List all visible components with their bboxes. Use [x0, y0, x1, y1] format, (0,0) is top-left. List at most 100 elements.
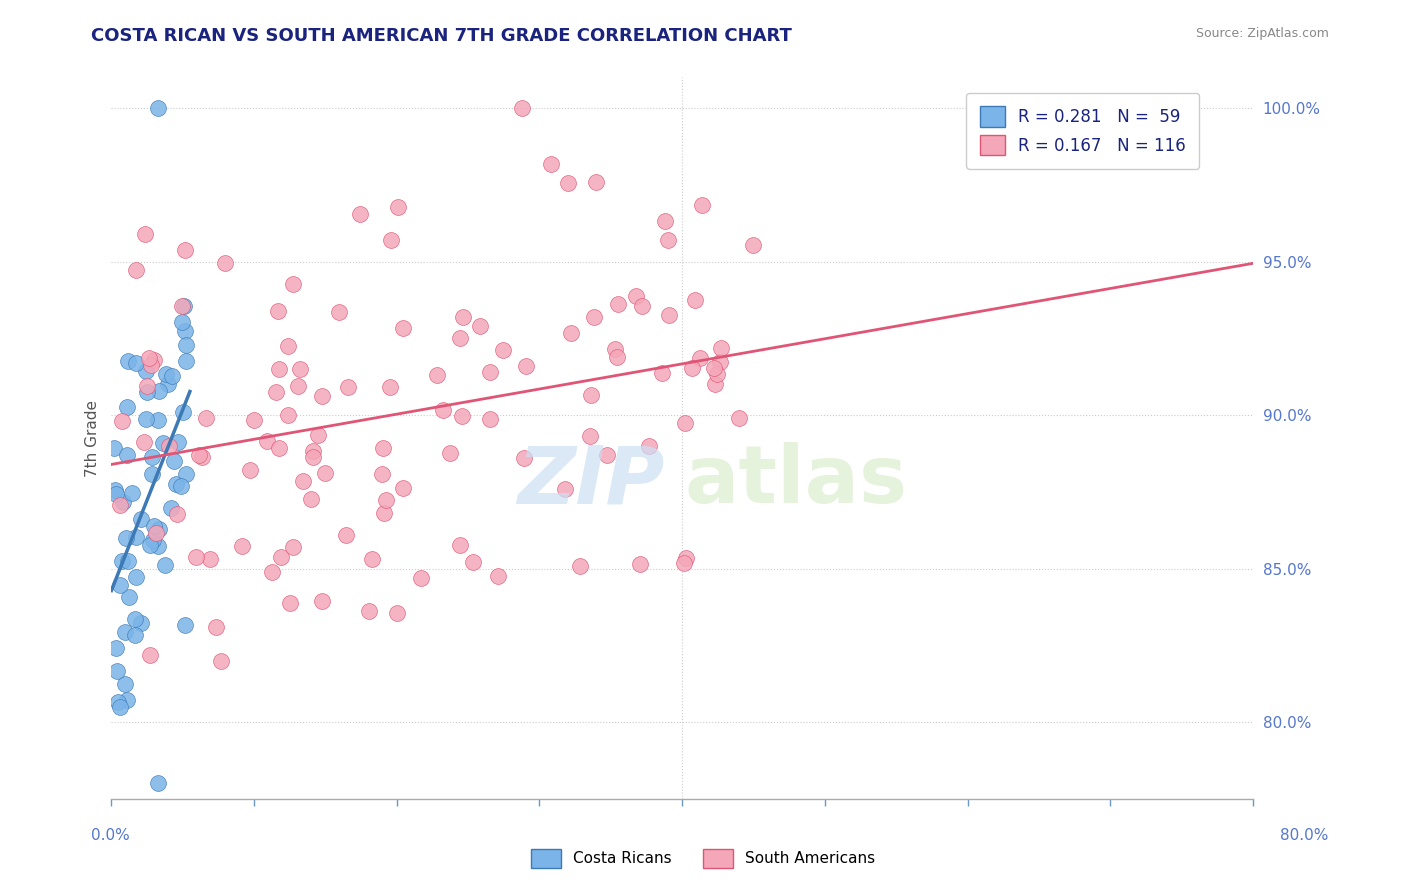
Point: [172, 405, 194, 419]
Point: [163, 454, 186, 468]
Point: [114, 532, 136, 546]
Point: [727, 410, 749, 425]
Point: [690, 197, 713, 211]
Point: [170, 299, 193, 313]
Point: [125, 530, 148, 544]
Point: [385, 606, 408, 620]
Point: [174, 337, 197, 351]
Point: [307, 428, 329, 442]
Point: [148, 384, 170, 398]
Point: [204, 620, 226, 634]
Point: [373, 506, 395, 520]
Point: [510, 101, 533, 115]
Point: [148, 522, 170, 536]
Point: [638, 439, 661, 453]
Point: [129, 512, 152, 526]
Point: [174, 354, 197, 368]
Point: [135, 379, 157, 393]
Point: [378, 380, 401, 394]
Point: [111, 414, 134, 428]
Point: [657, 233, 679, 247]
Point: [170, 315, 193, 329]
Point: [449, 538, 471, 552]
Point: [492, 343, 515, 357]
Point: [117, 354, 139, 368]
Point: [108, 578, 131, 592]
Point: [105, 487, 128, 501]
Point: [152, 436, 174, 450]
Point: [375, 492, 398, 507]
Point: [165, 476, 187, 491]
Legend: Costa Ricans, South Americans: Costa Ricans, South Americans: [524, 843, 882, 873]
Point: [658, 308, 681, 322]
Point: [107, 695, 129, 709]
Point: [139, 358, 162, 372]
Point: [143, 519, 166, 533]
Point: [141, 467, 163, 482]
Point: [569, 558, 592, 573]
Point: [741, 238, 763, 252]
Point: [585, 175, 607, 189]
Point: [134, 227, 156, 241]
Point: [302, 450, 325, 464]
Point: [121, 486, 143, 500]
Point: [359, 604, 381, 618]
Point: [328, 305, 350, 319]
Point: [461, 555, 484, 569]
Point: [148, 413, 170, 427]
Point: [371, 467, 394, 481]
Point: [583, 310, 606, 324]
Point: [239, 463, 262, 477]
Point: [706, 367, 728, 381]
Point: [689, 351, 711, 365]
Point: [654, 213, 676, 227]
Point: [603, 342, 626, 356]
Point: [710, 341, 733, 355]
Point: [135, 412, 157, 426]
Point: [145, 525, 167, 540]
Point: [267, 442, 290, 456]
Point: [157, 439, 180, 453]
Point: [651, 367, 673, 381]
Point: [391, 320, 413, 334]
Point: [387, 200, 409, 214]
Point: [703, 376, 725, 391]
Point: [194, 411, 217, 425]
Point: [114, 677, 136, 691]
Point: [146, 539, 169, 553]
Point: [380, 233, 402, 247]
Point: [115, 692, 138, 706]
Point: [243, 413, 266, 427]
Point: [606, 296, 628, 310]
Point: [432, 402, 454, 417]
Point: [673, 416, 696, 430]
Point: [290, 361, 312, 376]
Point: [349, 206, 371, 220]
Point: [167, 434, 190, 449]
Point: [703, 360, 725, 375]
Text: atlas: atlas: [685, 442, 908, 520]
Point: [270, 549, 292, 564]
Point: [191, 450, 214, 465]
Point: [411, 571, 433, 585]
Point: [209, 654, 232, 668]
Point: [111, 554, 134, 568]
Point: [314, 466, 336, 480]
Point: [302, 444, 325, 458]
Point: [681, 360, 703, 375]
Point: [337, 380, 360, 394]
Point: [581, 388, 603, 402]
Point: [392, 482, 415, 496]
Point: [105, 664, 128, 678]
Point: [173, 618, 195, 632]
Point: [139, 538, 162, 552]
Point: [596, 448, 619, 462]
Point: [631, 299, 654, 313]
Point: [157, 377, 180, 392]
Point: [103, 441, 125, 455]
Point: [540, 156, 562, 170]
Point: [439, 446, 461, 460]
Point: [311, 388, 333, 402]
Point: [117, 554, 139, 568]
Point: [675, 551, 697, 566]
